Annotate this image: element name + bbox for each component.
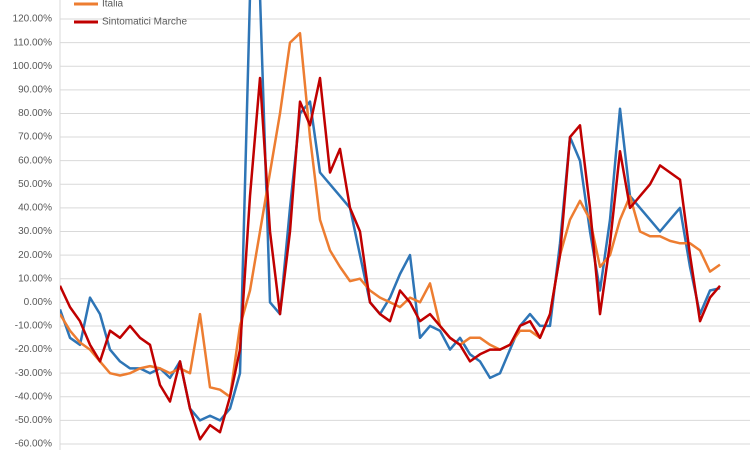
y-tick-label: 120.00%	[13, 14, 53, 25]
legend: Italia Sintomatici Marche	[74, 0, 187, 28]
y-tick-label: -50.00%	[15, 415, 52, 426]
plot-area	[60, 0, 721, 441]
y-tick-label: 50.00%	[18, 179, 52, 190]
y-tick-label: 10.00%	[18, 273, 52, 284]
y-tick-label: -10.00%	[15, 321, 52, 332]
legend-label: Italia	[102, 0, 124, 10]
y-tick-label: 100.00%	[13, 61, 53, 72]
y-tick-label: 40.00%	[18, 203, 52, 214]
y-tick-label: 90.00%	[18, 84, 52, 95]
series-line	[60, 0, 721, 422]
y-tick-label: 0.00%	[24, 297, 52, 308]
y-tick-label: -30.00%	[15, 368, 52, 379]
y-tick-label: -40.00%	[15, 391, 52, 402]
legend-label: Sintomatici Marche	[102, 17, 187, 28]
grid: -60.00% -50.00% -40.00% -30.00% -20.00% -10.0…	[13, 0, 750, 450]
y-tick-label: 30.00%	[18, 226, 52, 237]
series-line	[60, 76, 721, 441]
y-tick-label: 80.00%	[18, 108, 52, 119]
y-tick-label: 110.00%	[13, 37, 52, 48]
y-tick-label: 20.00%	[18, 250, 52, 261]
y-tick-label: 70.00%	[18, 132, 52, 143]
y-tick-label: -20.00%	[15, 344, 52, 355]
y-tick-label: -60.00%	[15, 439, 52, 450]
series-line	[60, 31, 721, 399]
y-tick-label: 60.00%	[18, 155, 52, 166]
